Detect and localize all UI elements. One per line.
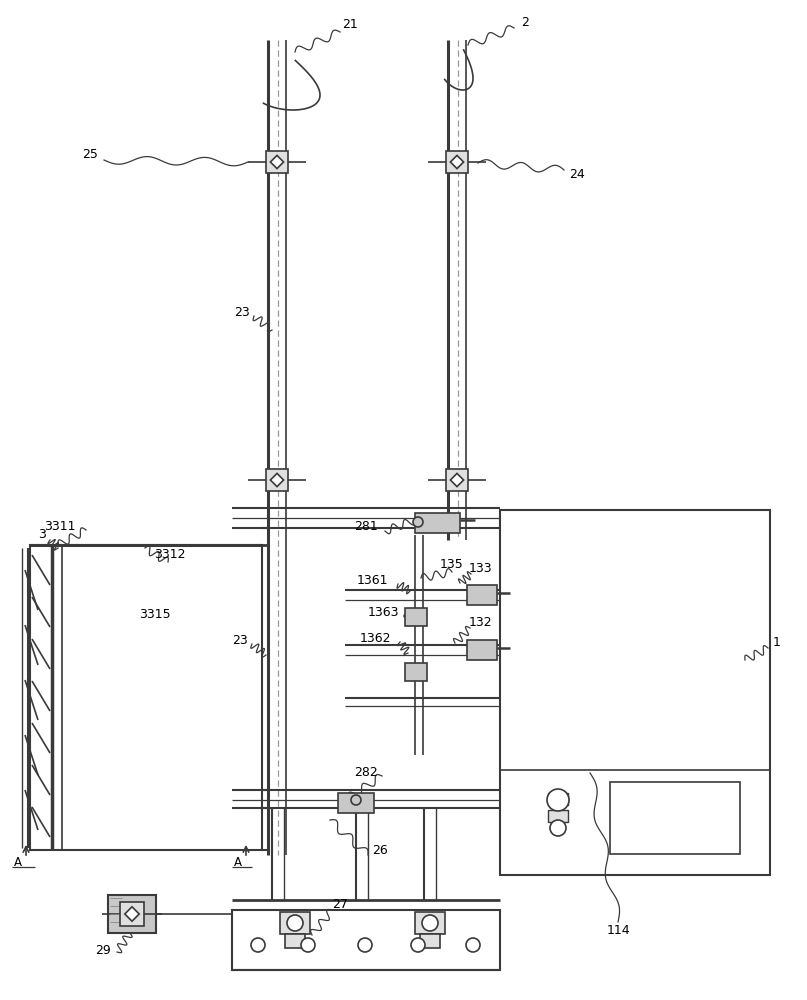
- Circle shape: [413, 517, 423, 527]
- Bar: [467, 585, 497, 605]
- Text: A: A: [234, 856, 242, 869]
- Text: 23: 23: [232, 634, 248, 647]
- Circle shape: [422, 915, 438, 931]
- Bar: [446, 151, 468, 173]
- Circle shape: [251, 938, 265, 952]
- Bar: [108, 895, 156, 933]
- Bar: [338, 793, 374, 813]
- Text: 23: 23: [234, 306, 250, 318]
- Polygon shape: [270, 473, 283, 487]
- Polygon shape: [450, 155, 463, 169]
- Text: 3312: 3312: [154, 548, 186, 562]
- Bar: [415, 912, 445, 934]
- Bar: [420, 934, 440, 948]
- Polygon shape: [450, 473, 463, 487]
- Text: 133: 133: [468, 562, 491, 574]
- Bar: [285, 934, 305, 948]
- Text: 29: 29: [95, 944, 111, 956]
- Bar: [30, 545, 262, 850]
- Circle shape: [287, 915, 303, 931]
- Text: 282: 282: [354, 766, 378, 778]
- Text: 27: 27: [332, 898, 348, 912]
- Text: 24: 24: [569, 168, 585, 182]
- Circle shape: [411, 938, 425, 952]
- Bar: [405, 608, 427, 626]
- Text: 3315: 3315: [139, 608, 171, 621]
- Text: 3311: 3311: [44, 520, 76, 534]
- Text: 1363: 1363: [367, 605, 399, 618]
- Bar: [610, 782, 740, 854]
- Text: 1: 1: [773, 636, 781, 648]
- Bar: [415, 513, 460, 533]
- Text: 25: 25: [82, 148, 98, 161]
- Text: 26: 26: [372, 844, 388, 856]
- Bar: [548, 810, 568, 822]
- Circle shape: [351, 795, 361, 805]
- Text: 2: 2: [521, 15, 529, 28]
- Bar: [232, 910, 500, 970]
- Bar: [266, 469, 288, 491]
- Circle shape: [301, 938, 315, 952]
- Text: A: A: [14, 856, 22, 869]
- Circle shape: [550, 820, 566, 836]
- Circle shape: [547, 789, 569, 811]
- Bar: [266, 151, 288, 173]
- Bar: [280, 912, 310, 934]
- Bar: [120, 902, 144, 926]
- Bar: [548, 793, 568, 805]
- Polygon shape: [125, 907, 139, 921]
- Text: 3: 3: [38, 528, 46, 542]
- Bar: [405, 663, 427, 681]
- Circle shape: [358, 938, 372, 952]
- Text: 281: 281: [354, 520, 378, 534]
- Text: 21: 21: [342, 18, 358, 31]
- Text: 1361: 1361: [356, 574, 387, 586]
- Bar: [467, 640, 497, 660]
- Text: 114: 114: [606, 924, 629, 936]
- Text: 135: 135: [440, 558, 464, 572]
- Circle shape: [466, 938, 480, 952]
- Polygon shape: [270, 155, 283, 169]
- Bar: [500, 510, 770, 875]
- Bar: [446, 469, 468, 491]
- Text: 132: 132: [468, 616, 491, 630]
- Text: 1362: 1362: [359, 632, 391, 645]
